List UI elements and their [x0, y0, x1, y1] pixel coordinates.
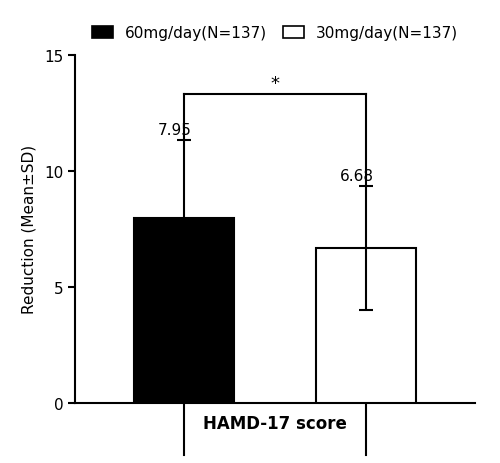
Bar	[134, 219, 234, 403]
Text: 6.68: 6.68	[340, 169, 374, 183]
Legend: 60mg/day(N=137), 30mg/day(N=137): 60mg/day(N=137), 30mg/day(N=137)	[87, 21, 463, 46]
X-axis label: HAMD-17 score: HAMD-17 score	[203, 414, 347, 432]
Bar	[316, 248, 416, 403]
Y-axis label: Reduction (Mean±SD): Reduction (Mean±SD)	[22, 145, 37, 313]
Text: *: *	[270, 75, 280, 93]
Text: 7.95: 7.95	[158, 123, 192, 138]
